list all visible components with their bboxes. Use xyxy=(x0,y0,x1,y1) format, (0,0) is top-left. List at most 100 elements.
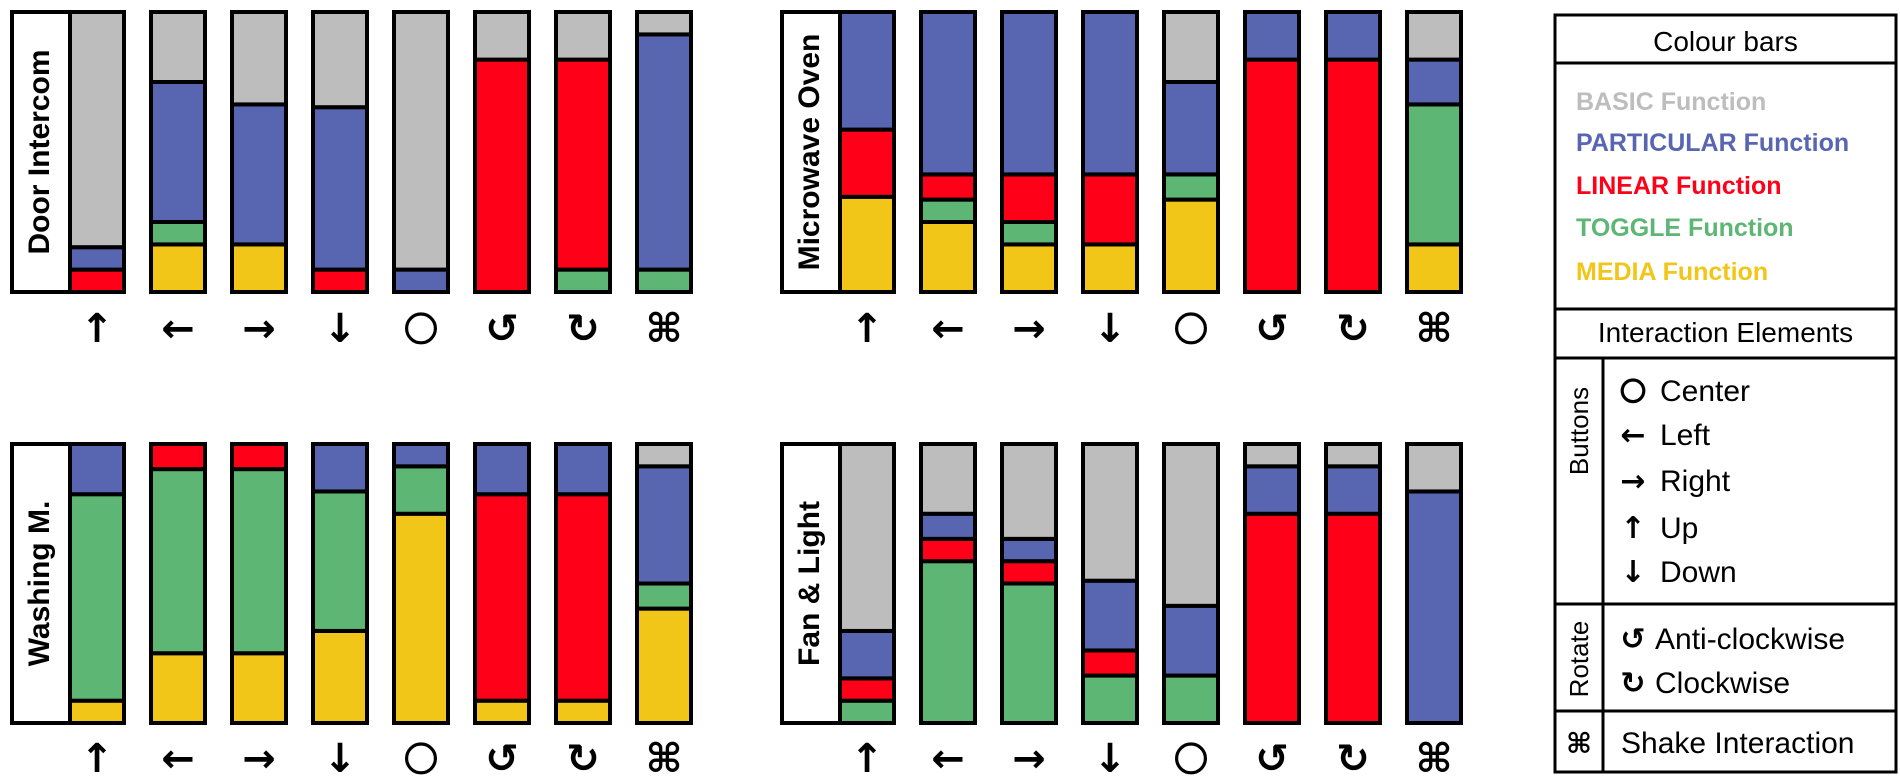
bar-right xyxy=(1000,10,1058,294)
segment-toggle xyxy=(919,197,977,225)
segment-linear xyxy=(1324,57,1382,294)
segment-media xyxy=(392,511,450,725)
bar-frame xyxy=(149,10,207,294)
segment-media xyxy=(68,698,126,725)
tick-shake-icon: ⌘ xyxy=(645,736,682,782)
segment-basic xyxy=(68,10,126,250)
segment-linear xyxy=(68,267,126,295)
tick-right-icon: → xyxy=(242,736,276,782)
segment-particular xyxy=(149,80,207,224)
legend-center-icon xyxy=(1620,378,1646,404)
bar-frame xyxy=(1081,442,1139,725)
segment-particular xyxy=(1081,578,1139,653)
legend-left-icon: ← xyxy=(1620,418,1645,453)
segment-basic xyxy=(635,10,693,37)
interaction-elements-title: Interaction Elements xyxy=(1598,317,1853,348)
bar-down xyxy=(1081,442,1139,726)
segment-linear xyxy=(473,492,531,703)
segment-basic xyxy=(1162,10,1220,84)
legend-shake-label: Shake Interaction xyxy=(1621,727,1854,760)
bar-left xyxy=(919,442,977,725)
panel-title-frame xyxy=(10,10,72,294)
bar-frame xyxy=(230,10,288,294)
buttons-label: Buttons xyxy=(1564,387,1594,475)
segment-media xyxy=(230,651,288,725)
tick-center-icon xyxy=(1174,312,1207,345)
bar-shake xyxy=(635,10,693,295)
segment-particular xyxy=(1000,10,1058,177)
tick-down-icon: ↓ xyxy=(323,306,357,352)
panel-title: Microwave Oven xyxy=(793,34,826,271)
legend-button-right: Right xyxy=(1660,465,1731,498)
segment-particular xyxy=(1405,489,1463,725)
segment-basic xyxy=(635,442,693,469)
segment-media xyxy=(230,242,288,294)
segment-basic xyxy=(230,10,288,107)
segment-particular xyxy=(68,442,126,497)
legend-right-icon: → xyxy=(1620,464,1645,499)
tick-down-icon: ↓ xyxy=(1093,306,1127,352)
segment-media xyxy=(919,220,977,294)
bar-frame xyxy=(68,442,126,725)
segment-particular xyxy=(838,10,896,132)
segment-particular xyxy=(230,102,288,247)
bar-center xyxy=(1162,442,1220,726)
segment-particular xyxy=(635,32,693,272)
tick-right-icon: → xyxy=(242,306,276,352)
segment-linear xyxy=(1000,172,1058,224)
segment-toggle xyxy=(635,581,693,611)
legend-item-basic: BASIC Function xyxy=(1576,88,1766,116)
tick-left-icon: ← xyxy=(931,306,965,352)
segment-toggle xyxy=(1000,220,1058,247)
segment-toggle xyxy=(68,492,126,703)
segment-basic xyxy=(1405,10,1463,62)
bar-frame xyxy=(311,442,369,725)
segment-basic xyxy=(149,10,207,84)
bar-frame xyxy=(838,10,896,294)
segment-particular xyxy=(392,442,450,469)
segment-linear xyxy=(1243,511,1301,725)
segment-media xyxy=(635,606,693,725)
segment-particular xyxy=(554,442,612,497)
segment-media xyxy=(554,698,612,725)
segment-linear xyxy=(838,127,896,199)
bar-down xyxy=(311,10,369,295)
bar-frame xyxy=(1162,442,1220,725)
tick-anticlockwise-icon: ↺ xyxy=(1255,306,1289,352)
bar-right xyxy=(1000,442,1058,725)
tick-left-icon: ← xyxy=(161,306,195,352)
tick-clockwise-icon: ↻ xyxy=(1336,306,1370,352)
segment-basic xyxy=(392,10,450,272)
segment-media xyxy=(149,651,207,725)
bar-center xyxy=(392,10,450,295)
segment-particular xyxy=(1405,57,1463,107)
bar-left xyxy=(149,10,207,294)
legend-up-icon: ↑ xyxy=(1620,511,1645,546)
bar-anticlockwise xyxy=(1243,442,1301,725)
bar-right xyxy=(230,10,288,294)
segment-toggle xyxy=(554,267,612,295)
segment-particular xyxy=(1162,603,1220,678)
bar-frame xyxy=(392,442,450,725)
tick-center-icon xyxy=(405,742,438,775)
tick-down-icon: ↓ xyxy=(323,736,357,782)
tick-clockwise-icon: ↻ xyxy=(566,306,600,352)
bar-shake xyxy=(1405,10,1463,294)
segment-media xyxy=(149,242,207,294)
segment-toggle xyxy=(149,220,207,247)
bar-frame xyxy=(635,442,693,725)
tick-anticlockwise-icon: ↺ xyxy=(485,736,519,782)
legend-item-toggle: TOGGLE Function xyxy=(1576,214,1794,242)
bar-up xyxy=(838,442,896,725)
tick-right-icon: → xyxy=(1012,736,1046,782)
bar-frame xyxy=(149,442,207,725)
bar-right xyxy=(230,442,288,725)
legend-item-particular: PARTICULAR Function xyxy=(1576,129,1849,157)
legend-shake-icon: ⌘ xyxy=(1566,727,1592,760)
tick-clockwise-icon: ↻ xyxy=(1336,736,1370,782)
rotate-label: Rotate xyxy=(1564,621,1594,698)
panel-title-box: Microwave Oven xyxy=(780,10,842,294)
segment-toggle xyxy=(230,467,288,656)
segment-particular xyxy=(919,10,977,177)
